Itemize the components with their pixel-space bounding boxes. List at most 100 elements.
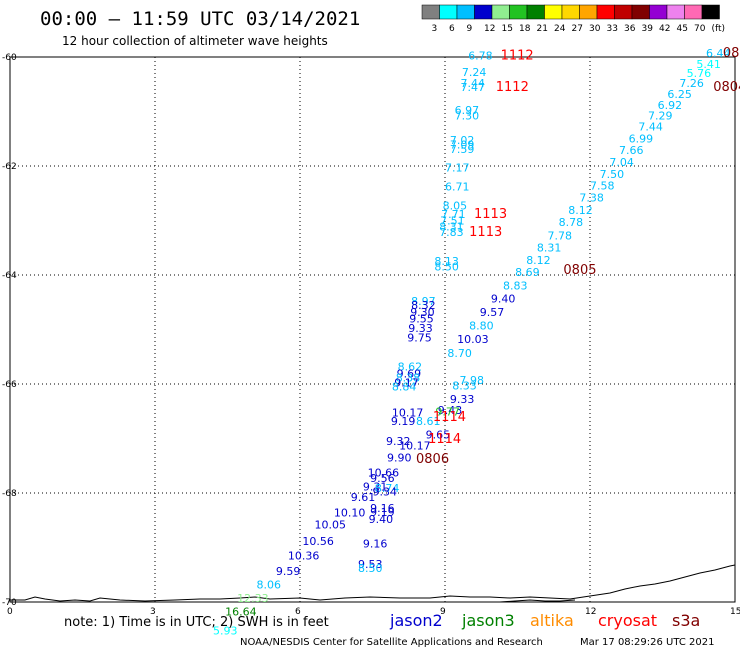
scale-label: 9: [467, 24, 473, 34]
wave-height-value: 7.04: [609, 156, 634, 169]
wave-height-value: 7.71: [441, 208, 466, 221]
scale-swatch: [544, 4, 563, 20]
pass-time-label: 0804: [713, 80, 740, 95]
scale-label: 70: [694, 24, 706, 34]
scale-label: 18: [519, 24, 531, 34]
wave-height-value: 8.61: [416, 415, 441, 428]
y-tick-label: -70: [2, 598, 17, 608]
x-tick-label: 9: [440, 607, 446, 617]
scale-label: 36: [624, 24, 636, 34]
wave-height-value: 9.40: [369, 513, 394, 526]
scale-label: 42: [659, 24, 670, 34]
scale-label: (ft): [712, 24, 726, 34]
wave-height-value: 8.12: [568, 204, 593, 217]
wave-height-value: 8.84: [392, 381, 417, 394]
scale-swatch: [631, 4, 650, 20]
wave-height-value: 8.74: [375, 482, 400, 495]
wave-height-value: 7.47: [460, 81, 485, 94]
wave-height-value: 7.17: [445, 161, 470, 174]
plot-frame: [9, 56, 736, 603]
x-tick-label: 0: [7, 607, 13, 617]
scale-swatch: [526, 4, 545, 20]
axis-ticks: 0 3 6 9 12 15 -60 -62 -64 -66 -68 -70: [2, 53, 740, 617]
antarctic-ice-shelf: [499, 599, 576, 603]
wave-height-value: 8.33: [452, 379, 477, 392]
wave-height-value: 9.75: [407, 331, 432, 344]
scale-label: 3: [432, 24, 438, 34]
scale-label: 15: [502, 24, 513, 34]
wave-height-value: 16.64: [225, 606, 256, 619]
wave-height-value: 7.51: [440, 214, 465, 227]
satellite-legend-s3a: s3a: [672, 611, 700, 630]
satellite-legend-jason2: jason2: [389, 611, 443, 630]
wave-height-value: 7.29: [648, 110, 673, 123]
scale-label: 12: [484, 24, 495, 34]
wave-height-value: 9.16: [363, 538, 388, 551]
wave-height-value: 6.99: [629, 133, 654, 146]
color-scale-legend: 3 6 9 12 15 18 21 24 27 30 33 36 39 42 45 70 (ft): [421, 4, 726, 34]
wave-height-value: 7.59: [450, 143, 475, 156]
x-tick-label: 15: [730, 607, 740, 617]
scale-label: 45: [677, 24, 688, 34]
wave-height-value: 7.44: [460, 77, 485, 90]
y-tick-label: -68: [2, 489, 17, 499]
wave-height-value: 9.57: [480, 306, 505, 319]
wave-height-value: 10.66: [368, 467, 400, 480]
wave-height-value: 6.44: [706, 47, 731, 60]
pass-time-label: 0805: [563, 263, 596, 278]
scale-label: 30: [589, 24, 601, 34]
scale-swatch: [614, 4, 633, 20]
credit-text: NOAA/NESDIS Center for Satellite Applica…: [240, 637, 543, 648]
wave-height-value: 6.97: [455, 104, 480, 117]
wave-height-value: 8.31: [537, 242, 562, 255]
wave-height-value: 7.98: [460, 374, 485, 387]
scale-swatch: [474, 4, 493, 20]
wave-height-value: 7.50: [600, 168, 625, 181]
wave-height-value: 9.61: [351, 491, 376, 504]
pass-time-label: 1114: [428, 432, 461, 447]
pass-time-label: 0806: [416, 452, 449, 467]
map-grid: [10, 57, 735, 602]
wave-height-value: 8.32: [411, 299, 436, 312]
wave-height-value: 8.38: [396, 371, 421, 384]
satellite-legend-jason3: jason3: [461, 611, 515, 630]
wave-height-value: 10.17: [399, 439, 431, 452]
wave-height-observations: 6.787.247.447.476.977.307.027.097.597.17…: [213, 47, 731, 638]
wave-height-value: 10.03: [457, 333, 489, 346]
scale-swatch: [439, 4, 458, 20]
scale-label: 33: [607, 24, 618, 34]
wave-height-value: 9.16: [370, 502, 395, 515]
timestamp-text: Mar 17 08:29:26 UTC 2021: [580, 637, 715, 648]
wave-height-value: 8.78: [559, 216, 584, 229]
antarctic-coastline: [10, 564, 736, 602]
wave-height-value: 8.69: [515, 266, 540, 279]
wave-height-value: 9.19: [391, 415, 416, 428]
scale-swatch: [666, 4, 685, 20]
wave-height-value: 6.25: [667, 88, 692, 101]
x-tick-label: 12: [585, 607, 596, 617]
wave-height-value: 8.05: [443, 200, 468, 213]
wave-height-value: 7.24: [462, 66, 487, 79]
wave-height-value: 8.83: [503, 280, 528, 293]
map-title: 00:00 – 11:59 UTC 03/14/2021: [40, 8, 360, 30]
wave-height-value: 5.76: [687, 67, 712, 80]
pass-time-label: 1112: [496, 80, 529, 95]
y-tick-label: -60: [2, 53, 17, 63]
scale-swatch: [596, 4, 615, 20]
wave-height-value: 9.34: [373, 486, 398, 499]
footer-note: note: 1) Time is in UTC; 2) SWH is in fe…: [64, 615, 329, 630]
scale-label: 27: [572, 24, 583, 34]
scale-swatch: [684, 4, 703, 20]
wave-height-value: 9.59: [276, 565, 301, 578]
wave-height-value: 8.31: [439, 220, 464, 233]
scale-swatch: [456, 4, 475, 20]
wave-height-value: 7.58: [590, 179, 615, 192]
wave-height-value: 10.36: [288, 549, 320, 562]
wave-height-value: 9.40: [491, 292, 515, 305]
pass-time-label: 1113: [474, 207, 507, 222]
wave-height-value: 6.71: [445, 181, 470, 194]
wave-height-value: 7.83: [439, 226, 464, 239]
satellite-legend-cryosat: cryosat: [598, 611, 657, 630]
wave-height-value: 9.69: [397, 367, 422, 380]
